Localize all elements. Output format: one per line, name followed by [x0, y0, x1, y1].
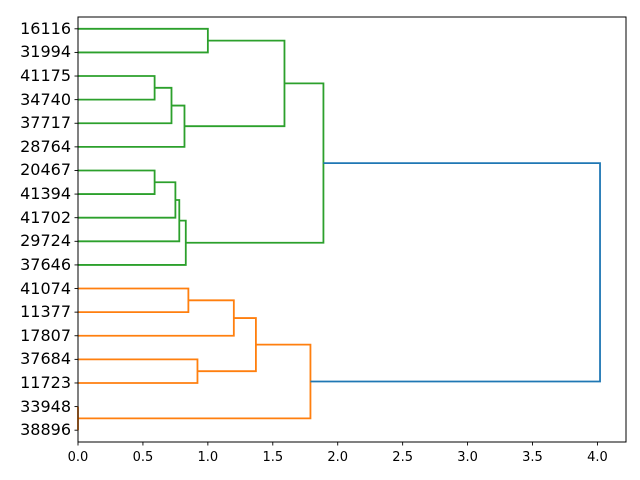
dendrogram-link [78, 358, 199, 384]
x-tick-label: 4.0 [587, 450, 608, 465]
x-tick-label: 0.0 [67, 450, 89, 465]
leaf-label: 41702 [20, 207, 71, 227]
leaf-label: 16116 [20, 18, 71, 38]
axis-ticks [74, 28, 598, 446]
leaf-label: 31994 [20, 42, 71, 62]
leaf-label: 17807 [20, 325, 71, 345]
x-tick-label: 2.0 [327, 450, 349, 465]
x-tick-label: 3.5 [522, 450, 543, 465]
dendrogram-link [78, 27, 209, 54]
dendrogram-link [78, 199, 181, 243]
axes-border [77, 16, 627, 443]
dendrogram-link [78, 299, 235, 337]
leaf-label: 41175 [20, 66, 71, 86]
dendrogram-link [78, 169, 156, 195]
x-tick-label: 3.0 [457, 450, 478, 465]
dendrogram-link [197, 317, 257, 373]
dendrogram-link [310, 162, 601, 383]
leaf-label: 11377 [20, 302, 71, 322]
dendrogram-link [78, 287, 190, 314]
dendrogram-link [78, 219, 187, 266]
dendrogram-link [78, 104, 186, 148]
dendrogram-link [78, 75, 156, 101]
dendrogram-links [77, 27, 601, 431]
leaf-label: 37684 [20, 349, 71, 369]
leaf-label: 33948 [20, 396, 71, 416]
x-tick-label: 0.5 [132, 450, 154, 465]
leaf-label: 37717 [20, 113, 71, 133]
x-tick-label: 2.5 [392, 450, 413, 465]
leaf-label: 28764 [20, 136, 71, 156]
leaf-label: 38896 [20, 420, 71, 440]
x-tick-label: 1.5 [262, 450, 284, 465]
dendrogram-link [78, 181, 177, 219]
dendrogram-link [78, 86, 173, 125]
leaf-label: 41394 [20, 184, 71, 204]
leaf-label: 29724 [20, 231, 71, 251]
leaf-label: 41074 [20, 278, 71, 298]
leaf-label: 20467 [20, 160, 71, 180]
leaf-label: 11723 [20, 372, 71, 392]
x-tick-label: 1.0 [197, 450, 219, 465]
dendrogram-link [78, 343, 312, 420]
dendrogram-link [185, 82, 325, 244]
dendrogram-link [184, 39, 286, 128]
leaf-label: 37646 [20, 254, 71, 274]
leaf-label: 34740 [20, 89, 71, 109]
